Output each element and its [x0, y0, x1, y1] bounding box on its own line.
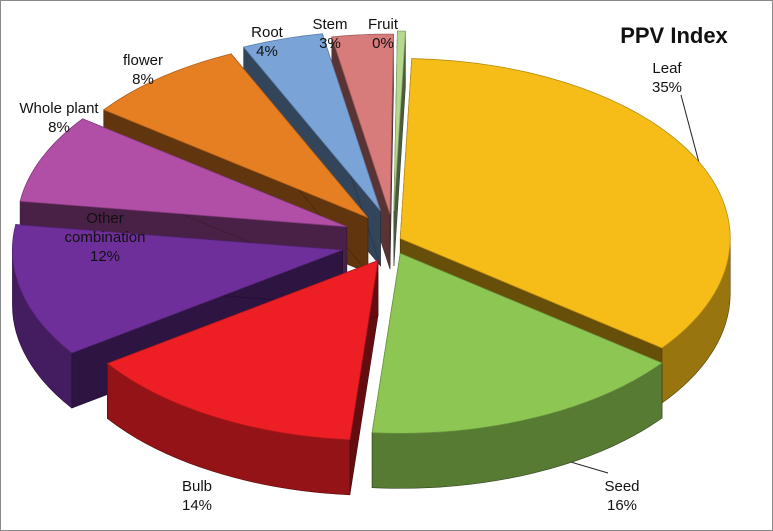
slice-label-fruit: Fruit 0%: [368, 16, 399, 52]
leader-line-leaf: [680, 94, 700, 162]
slice-label-root: Root 4%: [251, 24, 284, 60]
slice-label-stem: Stem 3%: [312, 16, 347, 52]
slice-seed: [371, 252, 663, 434]
slice-other-combination: [12, 224, 343, 354]
chart-title: PPV Index: [620, 23, 728, 48]
slice-labels: Leaf 35% Seed 16% Bulb 14% Other combination 12%…: [19, 16, 682, 514]
slice-tops: [12, 30, 731, 441]
slice-label-other-combination: Other combination 12%: [65, 210, 146, 265]
slice-label-bulb: Bulb 14%: [182, 478, 212, 514]
slice-whole-plant: [19, 118, 347, 228]
slice-flower: [102, 53, 369, 219]
slice-label-whole-plant: Whole plant 8%: [19, 100, 99, 136]
slice-label-leaf: Leaf 35%: [652, 60, 682, 96]
slice-bulb: [106, 259, 379, 441]
slice-root: [242, 33, 381, 212]
slice-stem: [331, 33, 394, 215]
slice-fruit: [393, 30, 406, 212]
slice-leaf: [399, 58, 731, 349]
slice-label-flower: flower 8%: [123, 52, 163, 88]
slice-label-seed: Seed 16%: [604, 478, 639, 514]
